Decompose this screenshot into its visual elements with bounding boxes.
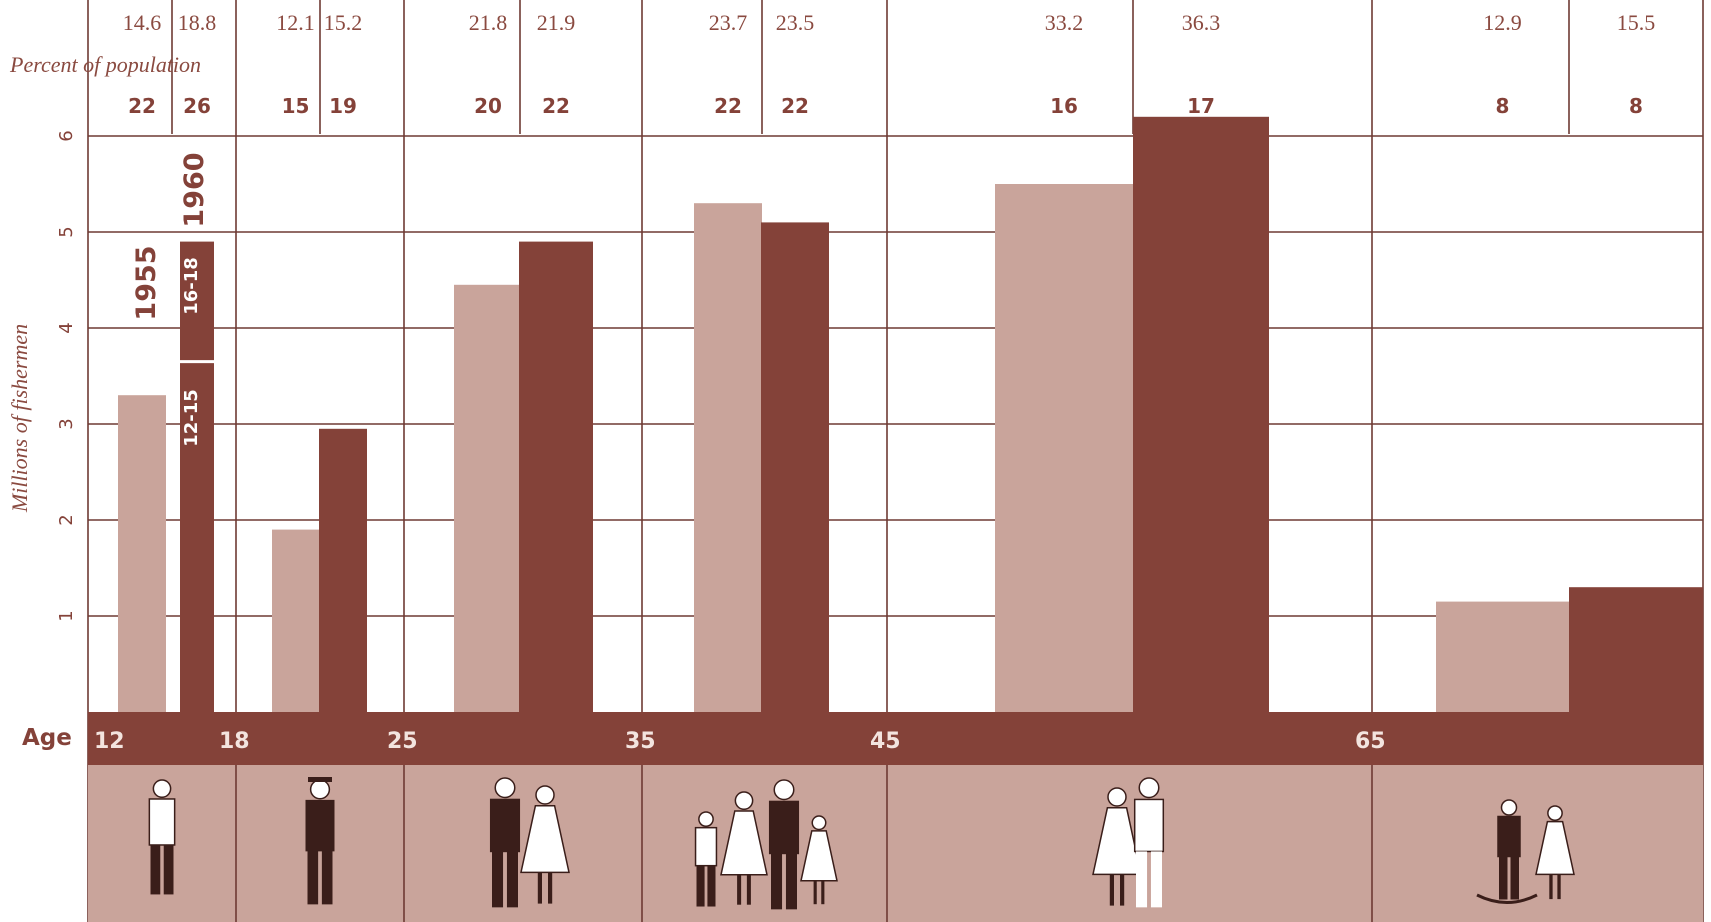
percent-label-0-1955: 22 <box>128 94 156 118</box>
bar-group-5-1955 <box>1436 601 1569 712</box>
graduate-icon <box>305 777 335 905</box>
age-band <box>88 712 1703 765</box>
bar-group-3-1955 <box>694 203 762 712</box>
middle-aged-couple-icon <box>1092 777 1165 908</box>
y-tick-5: 5 <box>56 226 77 237</box>
percent-label-2-1955: 20 <box>474 94 502 118</box>
bar-group-3-1960 <box>761 222 829 712</box>
age-tick-45: 45 <box>870 729 901 754</box>
age-tick-35: 35 <box>625 729 656 754</box>
bar-group-4-1955 <box>995 184 1133 712</box>
top-number-4-1955: 33.2 <box>1045 10 1084 35</box>
bar-group-0-1955 <box>118 395 166 712</box>
y-axis-label: Millions of fishermen <box>7 324 32 513</box>
bar-group-5-1960 <box>1569 587 1703 712</box>
top-number-0-1955: 14.6 <box>123 10 162 35</box>
legend-1960-label: 1960 <box>179 152 210 227</box>
percent-label-3-1955: 22 <box>714 94 742 118</box>
bars <box>118 116 1703 713</box>
age-label: Age <box>22 725 72 751</box>
y-tick-4: 4 <box>56 322 77 333</box>
wedding-couple-icon <box>489 777 570 908</box>
y-tick-2: 2 <box>56 514 77 525</box>
y-tick-6: 6 <box>56 130 77 141</box>
bar-group-0-1960 <box>180 241 214 712</box>
icon-band <box>88 765 1703 922</box>
percent-label-1-1960: 19 <box>329 94 357 118</box>
percent-label-1-1955: 15 <box>282 94 310 118</box>
age-tick-18: 18 <box>219 729 250 754</box>
bar-group-1-1960 <box>319 428 367 712</box>
top-number-5-1960: 15.5 <box>1617 10 1656 35</box>
bar-group-4-1960 <box>1133 116 1269 713</box>
bar-sublabel-12-15: 12-15 <box>181 389 202 447</box>
top-number-1-1960: 15.2 <box>324 10 363 35</box>
top-number-1-1955: 12.1 <box>276 10 315 35</box>
percent-label-4-1960: 17 <box>1187 94 1215 118</box>
legend-1955-label: 1955 <box>131 245 162 320</box>
top-number-2-1960: 21.9 <box>537 10 576 35</box>
labels: Percent of population Millions of fisher… <box>7 10 1655 751</box>
boy-icon <box>148 779 176 895</box>
percent-label-0-1960: 26 <box>183 94 211 118</box>
percent-label-5-1960: 8 <box>1629 94 1643 118</box>
bar-group-2-1955 <box>454 284 522 712</box>
percent-label-5-1955: 8 <box>1496 94 1510 118</box>
top-number-3-1960: 23.5 <box>776 10 815 35</box>
top-number-2-1955: 21.8 <box>469 10 508 35</box>
percent-label-2-1960: 22 <box>542 94 570 118</box>
age-group-icons <box>148 777 1575 910</box>
elderly-couple-rocking-chair-icon <box>1476 799 1575 904</box>
age-tick-12: 12 <box>94 729 125 754</box>
bar-group-2-1960 <box>519 241 593 712</box>
y-tick-3: 3 <box>56 418 77 429</box>
top-number-4-1960: 36.3 <box>1182 10 1221 35</box>
percent-label-3-1960: 22 <box>781 94 809 118</box>
top-number-0-1960: 18.8 <box>178 10 217 35</box>
percent-label-4-1955: 16 <box>1050 94 1078 118</box>
top-number-3-1955: 23.7 <box>709 10 748 35</box>
top-number-5-1955: 12.9 <box>1483 10 1522 35</box>
y-tick-1: 1 <box>56 610 77 621</box>
bar-group-1-1955 <box>272 529 319 712</box>
family-icon <box>694 779 838 910</box>
percent-of-population-title: Percent of population <box>9 52 201 77</box>
bar-sublabel-16-18: 16-18 <box>181 257 202 315</box>
age-tick-25: 25 <box>387 729 418 754</box>
age-tick-65: 65 <box>1355 729 1386 754</box>
